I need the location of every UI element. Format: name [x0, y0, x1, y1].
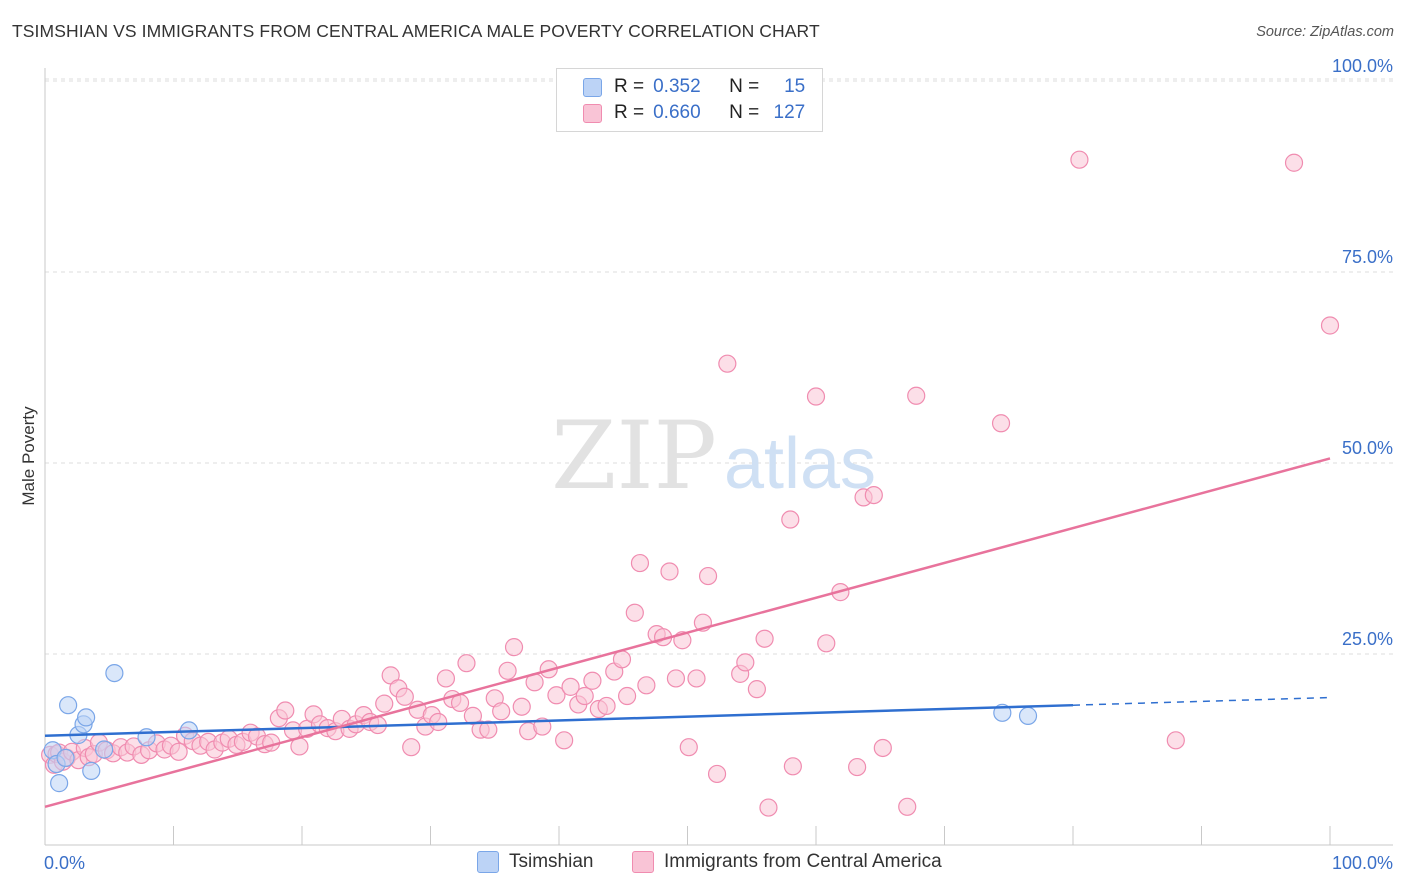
- series-tsimshian-points: [43, 663, 1038, 793]
- immigrants-point-114: [873, 738, 892, 758]
- immigrants-point-115: [898, 797, 917, 816]
- legend-swatch-tsimshian: [583, 77, 602, 97]
- immigrants-point-98: [698, 566, 718, 586]
- y-tick-label-25: 25.0%: [1342, 629, 1393, 649]
- immigrants-point-99: [707, 764, 727, 784]
- immigrants-point-119: [1166, 731, 1185, 750]
- y-axis-label: Male Poverty: [19, 406, 38, 506]
- legend-n-label: N =: [729, 76, 760, 97]
- legend-r-label: R =: [614, 76, 645, 97]
- immigrants-point-80: [575, 686, 594, 706]
- tsimshian-point-8: [82, 761, 101, 780]
- watermark-zip: ZIP: [551, 402, 717, 511]
- immigrants-point-102: [736, 653, 755, 672]
- immigrants-point-64: [463, 706, 483, 725]
- immigrants-point-111: [848, 757, 867, 777]
- immigrants-point-22: [169, 742, 188, 761]
- immigrants-point-95: [679, 738, 698, 757]
- immigrants-point-37: [276, 701, 295, 720]
- immigrants-point-107: [783, 757, 802, 776]
- immigrants-point-87: [625, 603, 644, 622]
- tsimshian-point-10: [105, 663, 124, 683]
- legend-r-label: R =: [614, 102, 645, 123]
- series-legend-immigrants: Immigrants from Central America: [632, 851, 942, 873]
- series-legend-swatch-tsimshian: [477, 851, 499, 873]
- tsimshian-point-3: [56, 748, 75, 768]
- immigrants-point-76: [547, 686, 566, 705]
- legend-row-immigrants: R = 0.660 N = 127: [583, 101, 805, 125]
- y-tick-label-100: 100.0%: [1332, 56, 1393, 76]
- immigrants-point-69: [498, 661, 517, 680]
- series-legend-label-immigrants: Immigrants from Central America: [664, 851, 942, 872]
- correlation-legend: R = 0.352 N = 15 R = 0.660 N = 127: [556, 68, 823, 132]
- immigrants-point-113: [864, 485, 883, 505]
- tsimshian-point-7: [77, 708, 96, 727]
- tsimshian-point-4: [59, 696, 78, 715]
- immigrants-point-105: [759, 798, 778, 817]
- legend-n-value-immigrants: 127: [773, 102, 806, 123]
- immigrants-point-93: [666, 669, 686, 688]
- legend-r-value-tsimshian: 0.352: [653, 76, 701, 97]
- series-legend-label-tsimshian: Tsimshian: [509, 851, 594, 872]
- immigrants-point-100: [718, 354, 737, 373]
- source-note: Source: ZipAtlas.com: [1256, 24, 1394, 40]
- tsimshian-point-9: [95, 740, 114, 759]
- immigrants-point-71: [512, 697, 531, 716]
- immigrants-point-77: [555, 731, 574, 750]
- tsimshian-point-2: [50, 774, 69, 793]
- immigrants-point-70: [504, 638, 524, 657]
- immigrants-point-92: [660, 562, 679, 581]
- immigrants-point-96: [687, 669, 706, 688]
- trend-line-immigrants: [44, 457, 1331, 809]
- immigrants-point-68: [492, 702, 511, 721]
- immigrants-point-60: [436, 669, 456, 688]
- y-tick-label-50: 50.0%: [1342, 438, 1393, 458]
- immigrants-point-121: [1320, 316, 1340, 335]
- trend-line-tsimshian-extension: [1072, 696, 1331, 706]
- tick-labels: 25.0% 50.0% 75.0% 100.0% 0.0% 100.0%: [44, 56, 1393, 873]
- immigrants-point-108: [806, 387, 826, 406]
- legend-r-value-immigrants: 0.660: [653, 102, 701, 123]
- immigrants-point-81: [583, 671, 602, 690]
- axes: [44, 68, 1393, 846]
- legend-swatch-immigrants: [583, 103, 602, 123]
- immigrants-point-59: [429, 712, 448, 732]
- immigrants-point-78: [561, 677, 580, 696]
- y-tick-label-75: 75.0%: [1342, 247, 1393, 267]
- immigrants-point-85: [612, 650, 632, 669]
- trend-line-tsimshian: [44, 703, 1074, 737]
- immigrants-point-104: [755, 629, 774, 648]
- chart-title: TSIMSHIAN VS IMMIGRANTS FROM CENTRAL AME…: [12, 21, 820, 41]
- trend-lines: [44, 457, 1331, 809]
- immigrants-point-103: [747, 680, 766, 699]
- immigrants-point-116: [907, 386, 926, 405]
- immigrants-point-118: [1070, 150, 1089, 169]
- legend-n-label: N =: [729, 102, 760, 123]
- immigrants-point-51: [375, 694, 394, 713]
- series-legend: Tsimshian Immigrants from Central Americ…: [0, 851, 1406, 877]
- immigrants-point-117: [991, 414, 1011, 433]
- x-tick-label-max: 100.0%: [1332, 853, 1393, 873]
- immigrants-point-86: [618, 686, 637, 706]
- series-legend-swatch-immigrants: [632, 851, 654, 873]
- immigrants-point-89: [637, 676, 656, 695]
- immigrants-point-83: [597, 696, 616, 716]
- watermark: ZIP atlas: [551, 402, 876, 511]
- immigrants-point-55: [402, 738, 421, 757]
- immigrants-point-88: [630, 553, 650, 573]
- immigrants-point-120: [1284, 153, 1304, 172]
- immigrants-point-63: [457, 654, 476, 673]
- x-tick-label-min: 0.0%: [44, 853, 85, 873]
- immigrants-point-106: [781, 510, 800, 529]
- legend-n-value-tsimshian: 15: [784, 76, 806, 97]
- legend-row-tsimshian: R = 0.352 N = 15: [583, 75, 805, 99]
- watermark-atlas: atlas: [724, 424, 876, 504]
- tsimshian-point-14: [1018, 706, 1038, 725]
- immigrants-point-109: [817, 634, 836, 653]
- series-legend-tsimshian: Tsimshian: [477, 851, 593, 873]
- immigrants-point-66: [479, 720, 498, 739]
- immigrants-point-54: [395, 687, 414, 706]
